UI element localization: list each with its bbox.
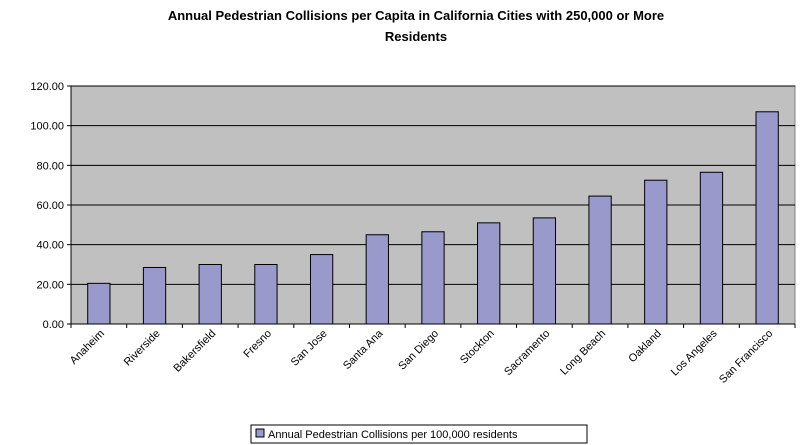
legend: Annual Pedestrian Collisions per 100,000… [250, 424, 588, 444]
y-tick-label: 40.00 [36, 240, 64, 252]
legend-swatch [255, 428, 265, 438]
bar-sacramento [532, 217, 557, 325]
bar-riverside [142, 266, 167, 325]
x-category-label: Los Angeles [669, 327, 720, 378]
bar-oakland [644, 179, 668, 325]
y-tick-label: 80.00 [36, 160, 64, 172]
legend-box [250, 424, 588, 444]
x-category-label: San Francisco [717, 328, 775, 386]
x-category-label: San Diego [396, 328, 441, 373]
x-category-label: Long Beach [558, 328, 608, 378]
x-category-label: Fresno [241, 328, 274, 361]
gridlines [71, 85, 795, 285]
x-category-label: Anaheim [68, 328, 107, 367]
x-category-label: Santa Ana [341, 327, 386, 372]
legend-label: Annual Pedestrian Collisions per 100,000… [268, 429, 518, 441]
bar-san-francisco [755, 111, 779, 325]
y-tick-label: 100.00 [30, 121, 64, 133]
bar-los-angeles [699, 171, 724, 325]
x-category-labels: Anaheim Riverside Bakersfield Fresno San Jos… [68, 327, 775, 386]
x-category-label: Sacramento [502, 328, 552, 378]
y-tick-label: 120.00 [30, 81, 64, 93]
y-tick-label: 20.00 [36, 279, 64, 291]
axes [67, 85, 796, 328]
x-category-label: Bakersfield [171, 328, 218, 375]
x-category-label: Stockton [458, 328, 497, 367]
y-tick-label: 60.00 [36, 200, 64, 212]
bar-santa-ana [365, 234, 389, 325]
x-category-label: San Jose [289, 328, 330, 369]
bar-bakersfield [198, 264, 222, 325]
chart-title-line-2: Residents [385, 29, 447, 44]
y-tick-labels: 0.00 20.00 40.00 60.00 80.00 100.00 120.00 [30, 81, 64, 331]
x-category-label: Oakland [626, 328, 663, 365]
y-tick-label: 0.00 [43, 319, 64, 331]
bar-long-beach [588, 195, 612, 325]
x-category-label: Riverside [122, 328, 163, 369]
bar-stockton [477, 222, 501, 325]
bar-fresno [254, 264, 278, 325]
bars [87, 111, 779, 325]
bar-san-diego [421, 231, 445, 325]
chart-title-line-1: Annual Pedestrian Collisions per Capita … [168, 8, 664, 23]
bar-san-jose [309, 254, 334, 325]
bar-anaheim [87, 282, 111, 325]
